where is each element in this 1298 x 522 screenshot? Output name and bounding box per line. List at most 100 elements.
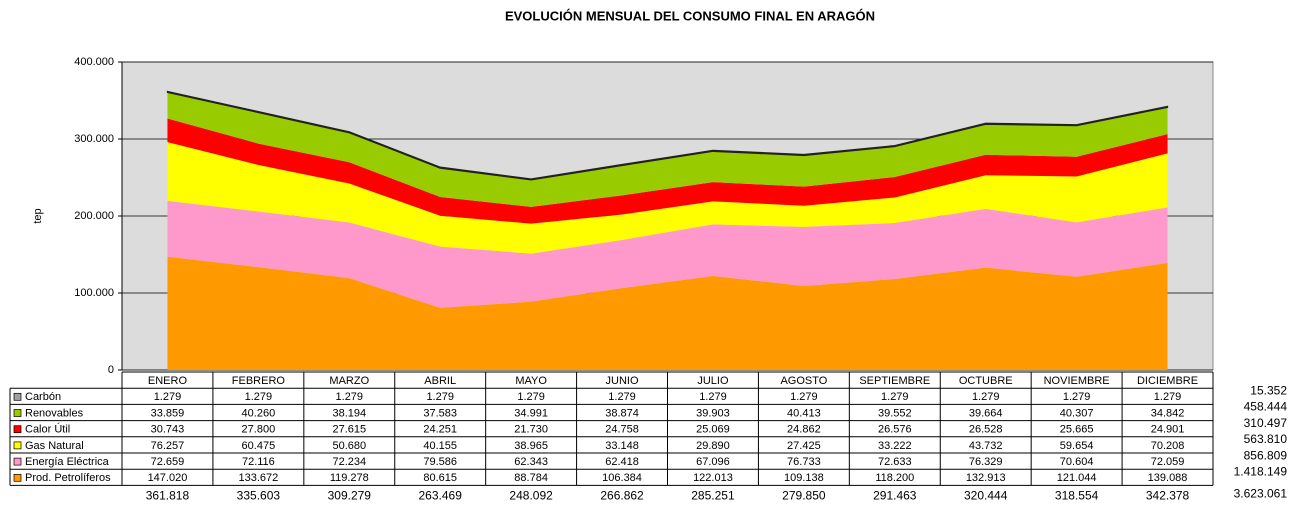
table-value: 60.475 [242,440,276,452]
column-total: 320.444 [964,489,1008,503]
table-value: 1.279 [1063,391,1091,403]
table-value: 76.257 [151,440,185,452]
table-value: 25.069 [696,424,730,436]
legend-swatch [13,392,22,401]
y-tick-label: 100.000 [74,287,114,299]
table-value: 139.088 [1148,472,1188,484]
table-value: 119.278 [330,472,369,484]
table-value: 33.222 [878,440,912,452]
table-value: 40.413 [787,407,821,419]
table-value: 132.913 [966,472,1006,484]
table-value: 34.842 [1151,407,1185,419]
y-tick-label: 0 [108,364,114,376]
area [166,90,1169,181]
table-value: 121.044 [1057,472,1097,484]
x-tick-label: AGOSTO [780,375,827,387]
table-value: 1.279 [972,391,1000,403]
table-value: 72.059 [1151,456,1185,468]
table-value: 24.251 [423,424,457,436]
table-value: 34.991 [514,407,548,419]
table-value: 1.279 [426,391,454,403]
x-tick-label: DICIEMBRE [1137,375,1198,387]
table-value: 62.343 [514,456,548,468]
column-total: 335.603 [237,489,281,503]
x-tick-label: JULIO [697,375,729,387]
table-value: 40.155 [423,440,457,452]
row-total: 15.352 [1250,383,1287,397]
table-value: 30.743 [151,424,185,436]
column-total: 279.850 [782,489,826,503]
legend-label: Energía Eléctrica [25,456,110,468]
x-tick-label: MARZO [329,375,369,387]
row-total: 310.497 [1244,416,1288,430]
table-value: 79.586 [423,456,457,468]
table-value: 38.965 [514,440,548,452]
x-tick-label: FEBRERO [232,375,286,387]
table-value: 33.859 [151,407,185,419]
table-value: 27.615 [332,424,366,436]
table-value: 62.418 [605,456,639,468]
table-value: 1.279 [336,391,364,403]
column-total: 361.818 [146,489,190,503]
y-tick-label: 200.000 [74,210,114,222]
table-value: 1.279 [790,391,818,403]
row-total: 563.810 [1244,432,1288,446]
table-value: 27.425 [787,440,821,452]
table-value: 1.279 [881,391,909,403]
area [167,92,1168,207]
table-value: 133.672 [238,472,278,484]
table-value: 26.576 [878,424,912,436]
table-value: 59.654 [1060,440,1094,452]
table-value: 24.758 [605,424,639,436]
table-value: 33.148 [605,440,639,452]
x-tick-label: SEPTIEMBRE [859,375,930,387]
y-tick-label: 400.000 [74,56,114,68]
table-value: 72.116 [242,456,275,468]
y-tick-label: 300.000 [74,133,114,145]
table-value: 76.329 [969,456,1003,468]
table-value: 72.633 [878,456,912,468]
table-value: 50.680 [332,440,366,452]
column-total: 309.279 [328,489,372,503]
table-value: 67.096 [696,456,730,468]
legend-swatch [13,473,22,482]
area [167,118,1168,224]
column-total: 285.251 [691,489,735,503]
table-value: 39.903 [696,407,730,419]
y-axis-label: tep [32,208,44,223]
legend-label: Gas Natural [25,440,84,452]
column-total: 263.469 [419,489,463,503]
area [167,142,1168,254]
table-value: 147.020 [148,472,188,484]
legend-swatch [13,409,22,417]
x-tick-label: MAYO [515,375,547,387]
column-total: 318.554 [1055,489,1099,503]
x-tick-label: ABRIL [424,375,456,387]
table-value: 1.279 [517,391,545,403]
area [167,200,1168,308]
table-value: 1.279 [699,391,727,403]
table-value: 24.862 [787,424,821,436]
table-value: 88.784 [514,472,548,484]
column-total: 342.378 [1146,489,1190,503]
table-value: 37.583 [423,407,457,419]
table-value: 38.194 [332,407,366,419]
table-value: 39.664 [969,407,1003,419]
x-tick-label: NOVIEMBRE [1044,375,1110,387]
legend-swatch [13,425,22,434]
row-total: 856.809 [1244,448,1288,462]
table-value: 24.901 [1151,424,1185,436]
table-value: 70.604 [1060,456,1094,468]
legend-label: Prod. Petrolíferos [25,472,111,484]
table-value: 106.384 [602,472,642,484]
x-tick-label: JUNIO [606,375,639,387]
table-value: 25.665 [1060,424,1094,436]
legend-swatch [13,457,22,466]
table-value: 1.279 [245,391,273,403]
table-value: 40.260 [242,407,276,419]
table-value: 80.615 [423,472,457,484]
table-value: 122.013 [693,472,733,484]
table-value: 72.234 [332,456,366,468]
table-value: 1.279 [154,391,182,403]
